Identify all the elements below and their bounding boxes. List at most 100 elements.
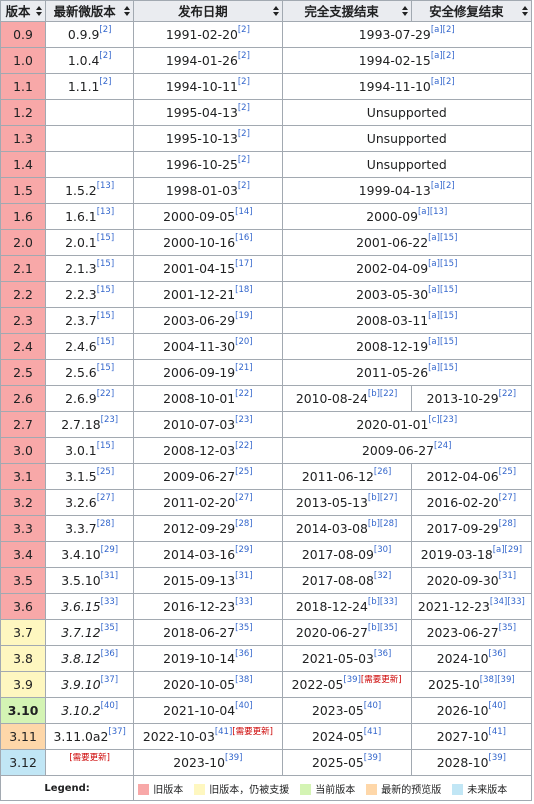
citation-link[interactable]: [40] (363, 701, 382, 711)
citation-link[interactable]: [b][28] (367, 519, 398, 529)
sort-icon[interactable] (124, 6, 131, 16)
citation-link[interactable]: [35] (100, 623, 119, 633)
citation-link[interactable]: [15] (96, 259, 115, 269)
header-full-support-end[interactable]: 完全支援结束 (281, 0, 412, 22)
citation-link[interactable]: [39] (225, 753, 243, 763)
citation-link[interactable]: [15] (96, 441, 115, 451)
citation-link[interactable]: [25] (96, 467, 115, 477)
citation-link[interactable]: [a][13] (417, 207, 448, 217)
citation-link[interactable]: [13] (96, 181, 115, 191)
citation-link[interactable]: [2] (237, 51, 250, 61)
citation-link[interactable]: [a][15] (428, 233, 458, 243)
citation-link[interactable]: [39] (488, 753, 506, 763)
citation-link[interactable]: [28] (498, 519, 517, 529)
citation-link[interactable]: [b][35] (367, 623, 398, 633)
citation-link[interactable]: [26] (373, 467, 392, 477)
citation-link[interactable]: [31] (498, 571, 517, 581)
citation-link[interactable]: [31] (235, 571, 253, 581)
citation-link[interactable]: [23] (235, 415, 253, 425)
citation-link[interactable]: [15] (96, 233, 115, 243)
citation-link[interactable]: [30] (373, 545, 392, 555)
sort-icon[interactable] (401, 6, 408, 16)
citation-link[interactable]: [36] (100, 649, 119, 659)
sort-icon[interactable] (522, 6, 528, 16)
citation-link[interactable]: [40] (488, 701, 506, 711)
citation-link[interactable]: [33] (100, 597, 119, 607)
citation-link[interactable]: [41] (363, 727, 382, 737)
citation-link[interactable]: [24] (434, 441, 452, 451)
citation-link[interactable]: [15] (96, 363, 115, 373)
citation-link[interactable]: [22] (235, 441, 253, 451)
citation-link[interactable]: [34][33] (489, 597, 525, 607)
citation-link[interactable]: [21] (235, 363, 253, 373)
citation-link[interactable]: [19] (235, 311, 253, 321)
citation-link[interactable]: [2] (237, 129, 250, 139)
citation-link[interactable]: [22] (96, 389, 115, 399)
citation-link[interactable]: [38][39] (479, 675, 515, 685)
citation-link[interactable]: [20] (235, 337, 253, 347)
citation-link[interactable]: [40] (100, 701, 119, 711)
citation-link[interactable]: [2] (237, 181, 250, 191)
citation-link[interactable]: [40] (235, 701, 253, 711)
citation-link[interactable]: [41] (488, 727, 506, 737)
citation-link[interactable]: [36] (235, 649, 253, 659)
citation-link[interactable]: [13] (96, 207, 115, 217)
citation-link[interactable]: [a][15] (428, 311, 458, 321)
header-latest-micro[interactable]: 最新微版本 (45, 0, 135, 22)
citation-link[interactable]: [35] (235, 623, 253, 633)
citation-link[interactable]: [25] (235, 467, 253, 477)
citation-link[interactable]: [23] (100, 415, 119, 425)
citation-link[interactable]: [14] (235, 207, 253, 217)
citation-link[interactable]: [2] (237, 155, 250, 165)
citation-link[interactable]: [15] (96, 285, 115, 295)
citation-link[interactable]: [15] (96, 311, 115, 321)
citation-link[interactable]: [39] (343, 675, 361, 685)
citation-link[interactable]: [27] (96, 493, 115, 503)
citation-link[interactable]: [a][15] (428, 337, 458, 347)
citation-link[interactable]: [a][29] (492, 545, 523, 555)
citation-link[interactable]: [28] (235, 519, 253, 529)
citation-link[interactable]: [38] (235, 675, 253, 685)
citation-needed-note[interactable]: [需要更新] (360, 675, 402, 685)
citation-link[interactable]: [18] (235, 285, 253, 295)
citation-link[interactable]: [b][27] (367, 493, 398, 503)
citation-link[interactable]: [39] (363, 753, 382, 763)
citation-link[interactable]: [27] (235, 493, 253, 503)
citation-link[interactable]: [2] (99, 25, 112, 35)
citation-link[interactable]: [b][33] (367, 597, 398, 607)
sort-icon[interactable] (272, 6, 279, 16)
citation-link[interactable]: [22] (235, 389, 253, 399)
citation-link[interactable]: [a][15] (428, 363, 458, 373)
citation-link[interactable]: [2] (237, 103, 250, 113)
header-release-date[interactable]: 发布日期 (133, 0, 283, 22)
citation-link[interactable]: [15] (96, 337, 115, 347)
citation-link[interactable]: [29] (100, 545, 119, 555)
citation-link[interactable]: [27] (498, 493, 517, 503)
citation-link[interactable]: [2] (237, 77, 250, 87)
citation-link[interactable]: [36] (373, 649, 392, 659)
citation-link[interactable]: [16] (235, 233, 253, 243)
citation-link[interactable]: [25] (498, 467, 517, 477)
citation-link[interactable]: [2] (99, 77, 112, 87)
citation-link[interactable]: [33] (235, 597, 253, 607)
citation-needed-note[interactable]: [需要更新] (232, 727, 273, 737)
citation-link[interactable]: [41] (214, 727, 233, 737)
header-version[interactable]: 版本 (0, 0, 47, 22)
citation-link[interactable]: [37] (100, 675, 119, 685)
citation-link[interactable]: [a][2] (430, 51, 455, 61)
citation-link[interactable]: [b][22] (367, 389, 398, 399)
sort-icon[interactable] (36, 6, 43, 16)
citation-link[interactable]: [a][15] (428, 259, 458, 269)
citation-link[interactable]: [22] (498, 389, 517, 399)
header-security-end[interactable]: 安全修复结束 (410, 0, 533, 22)
citation-link[interactable]: [a][2] (430, 181, 455, 191)
citation-link[interactable]: [28] (96, 519, 115, 529)
citation-needed-note[interactable]: [需要更新] (69, 753, 110, 763)
citation-link[interactable]: [37] (108, 727, 126, 737)
citation-link[interactable]: [a][2] (430, 77, 455, 87)
citation-link[interactable]: [35] (498, 623, 517, 633)
citation-link[interactable]: [36] (488, 649, 506, 659)
citation-link[interactable]: [a][2] (430, 25, 455, 35)
citation-link[interactable]: [31] (100, 571, 119, 581)
citation-link[interactable]: [a][15] (428, 285, 458, 295)
